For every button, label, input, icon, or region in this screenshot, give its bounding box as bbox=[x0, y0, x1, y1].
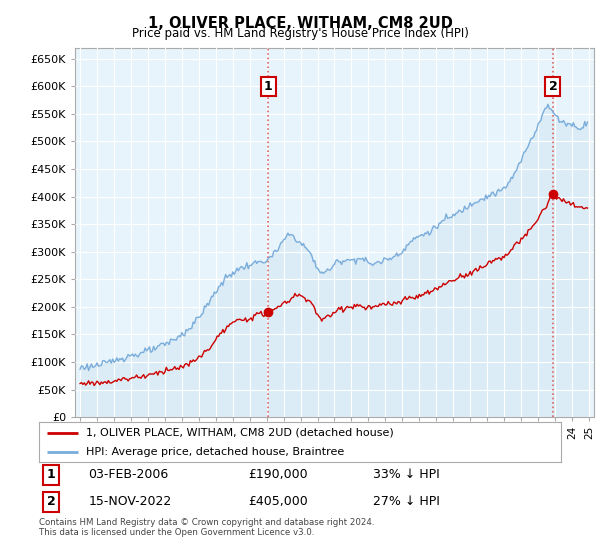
Text: £405,000: £405,000 bbox=[248, 495, 308, 508]
Text: 1: 1 bbox=[264, 80, 272, 93]
Text: 03-FEB-2006: 03-FEB-2006 bbox=[89, 469, 169, 482]
Text: 2: 2 bbox=[47, 495, 56, 508]
Text: Price paid vs. HM Land Registry's House Price Index (HPI): Price paid vs. HM Land Registry's House … bbox=[131, 27, 469, 40]
Text: Contains HM Land Registry data © Crown copyright and database right 2024.
This d: Contains HM Land Registry data © Crown c… bbox=[39, 518, 374, 538]
Text: 1: 1 bbox=[47, 469, 56, 482]
Text: 1, OLIVER PLACE, WITHAM, CM8 2UD (detached house): 1, OLIVER PLACE, WITHAM, CM8 2UD (detach… bbox=[86, 428, 394, 438]
Text: 33% ↓ HPI: 33% ↓ HPI bbox=[373, 469, 440, 482]
Text: 2: 2 bbox=[548, 80, 557, 93]
Text: 1, OLIVER PLACE, WITHAM, CM8 2UD: 1, OLIVER PLACE, WITHAM, CM8 2UD bbox=[148, 16, 452, 31]
Text: 15-NOV-2022: 15-NOV-2022 bbox=[89, 495, 172, 508]
Text: 27% ↓ HPI: 27% ↓ HPI bbox=[373, 495, 440, 508]
Text: HPI: Average price, detached house, Braintree: HPI: Average price, detached house, Brai… bbox=[86, 446, 344, 456]
Text: £190,000: £190,000 bbox=[248, 469, 307, 482]
